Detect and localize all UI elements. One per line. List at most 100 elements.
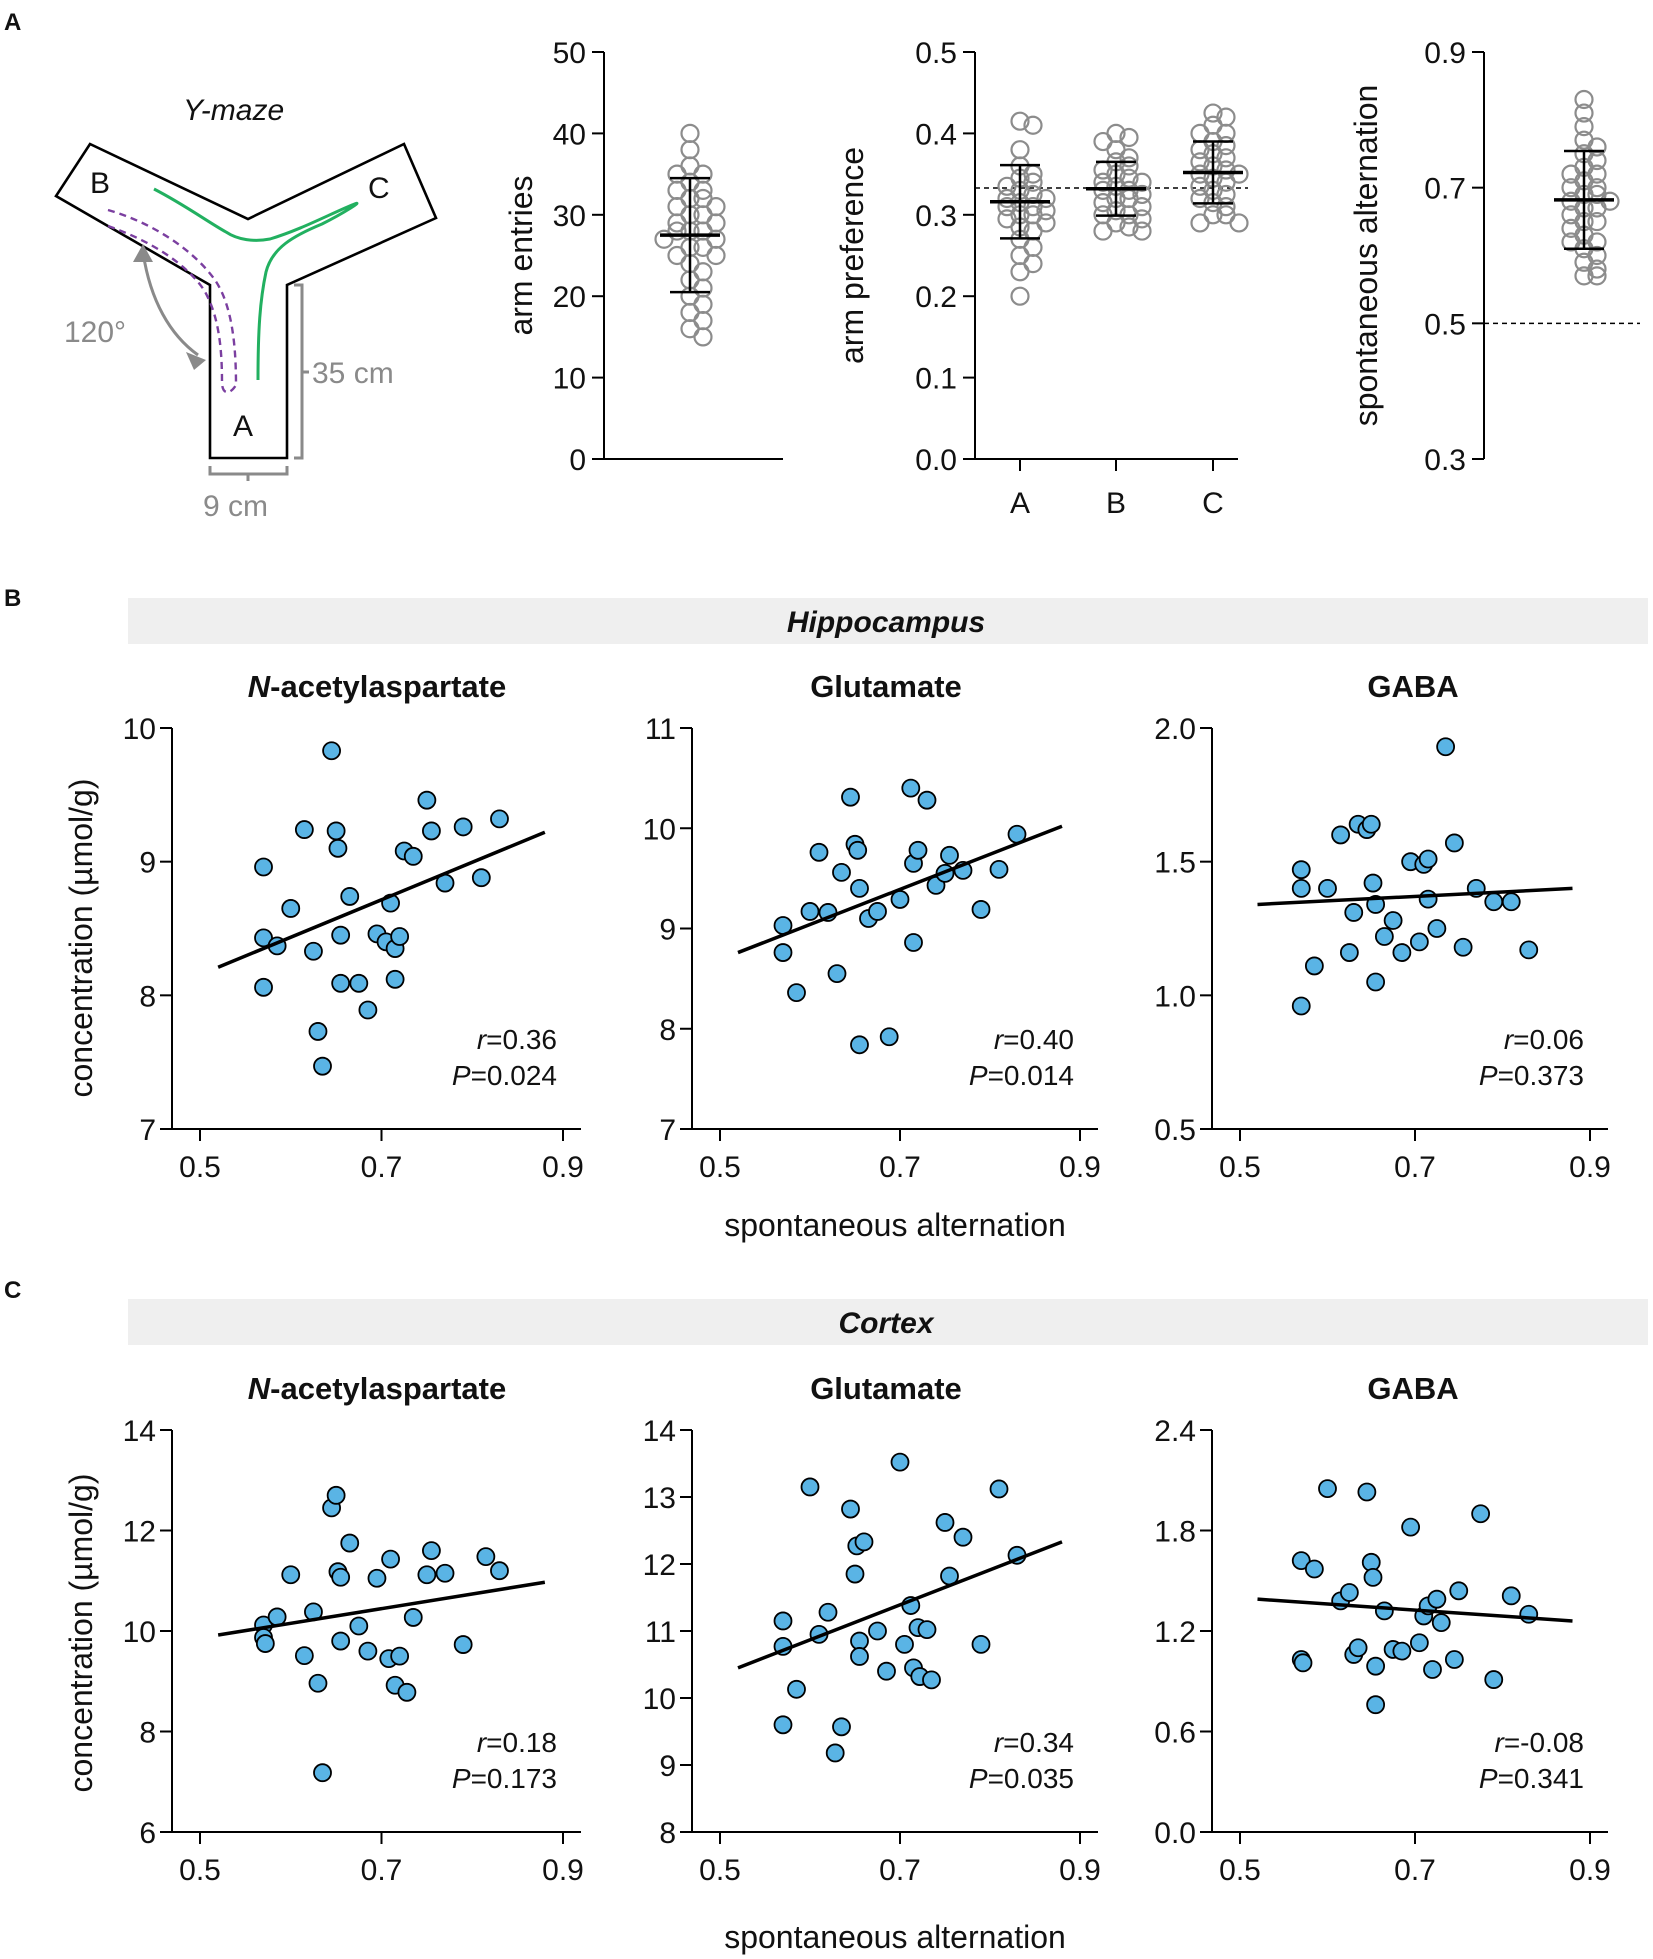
scatter3-ytick-label: 12 <box>123 1516 156 1549</box>
scatter4-point <box>895 1635 914 1654</box>
preference-A-point <box>1010 111 1030 131</box>
scatter3-ytick-label: 6 <box>139 1817 156 1850</box>
preference-B-point <box>1132 221 1152 241</box>
scatter1-point <box>879 1027 899 1047</box>
scatter5-point <box>1357 1482 1377 1502</box>
scatter2-point <box>1318 879 1337 898</box>
scatter0-p-symbol: P <box>452 1060 471 1091</box>
alternation-point <box>1574 117 1594 137</box>
preference-A-point <box>1023 237 1043 257</box>
scatter1-p-symbol: P <box>969 1060 988 1091</box>
scatter1-point <box>908 840 928 860</box>
scatter5-point <box>1401 1517 1421 1537</box>
scatter4-point <box>818 1602 838 1622</box>
scatter0-point <box>326 821 346 841</box>
scatter5-p-value: =0.341 <box>1498 1763 1584 1794</box>
scatter3-xtick-label: 0.9 <box>542 1854 584 1887</box>
scatter4-point <box>850 1631 869 1651</box>
scatter4-r-symbol: r <box>994 1727 1005 1758</box>
scatter0-point <box>331 973 351 993</box>
scatter5-r-symbol: r <box>1495 1727 1506 1758</box>
entries-ytick-label: 20 <box>553 281 586 314</box>
preference-A-point <box>1023 254 1043 274</box>
preference-ylabel: arm preference <box>834 147 870 364</box>
entries-point <box>667 245 687 266</box>
scatter3-point <box>397 1682 417 1702</box>
scatter0-point <box>422 821 441 841</box>
scatter1-point <box>773 943 793 962</box>
hippocampus-gaba-scatter: 0.51.01.52.00.5 0.7 0.9r=0.06P=0.373 <box>1154 713 1611 1184</box>
scatter1-ytick-label: 9 <box>659 914 676 947</box>
scatter1-point <box>940 845 959 865</box>
preference-C-point <box>1229 213 1249 233</box>
maze-path-green <box>153 187 359 381</box>
preference-A-point <box>1036 213 1056 233</box>
scatter3-xtick-label: 0.7 <box>361 1854 403 1887</box>
preference-B-point <box>1093 172 1113 192</box>
scatter4-point <box>825 1743 845 1763</box>
scatter3-point <box>453 1635 473 1654</box>
scatter4-point <box>854 1532 874 1552</box>
row2-gaba-title: GABA <box>1367 1371 1458 1406</box>
scatter2-point <box>1484 892 1504 912</box>
preference-A-point <box>1010 245 1030 266</box>
scatter4-point <box>917 1620 937 1640</box>
preference-B-point <box>1132 184 1152 205</box>
scatter2-point <box>1331 825 1351 845</box>
scatter0-point <box>328 838 348 858</box>
alternation-ytick-label: 0.5 <box>1424 308 1466 341</box>
scatter2-point <box>1363 873 1383 893</box>
scatter0-xtick-label: 0.5 <box>179 1151 221 1184</box>
scatter4-xtick-label: 0.5 <box>699 1854 741 1887</box>
scatter5-point <box>1409 1633 1429 1653</box>
entries-point <box>706 229 726 249</box>
scatter1-point <box>832 862 851 882</box>
scatter5-ytick-label: 2.4 <box>1154 1415 1196 1448</box>
preference-ytick-label: 0.5 <box>915 37 957 70</box>
scatter1-point <box>904 933 923 952</box>
entries-point <box>680 123 700 143</box>
entries-point <box>693 278 713 298</box>
preference-B-point <box>1119 148 1139 168</box>
entries-point <box>706 197 726 217</box>
entries-point <box>693 221 713 241</box>
scatter4-point <box>841 1499 860 1519</box>
scatter4-ytick-label: 9 <box>659 1750 676 1783</box>
scatter4-point <box>773 1715 793 1735</box>
preference-B-point <box>1093 221 1113 241</box>
alternation-ylabel: spontaneous alternation <box>1348 85 1384 427</box>
scatter5-r-stat: r=-0.08 <box>1495 1727 1585 1758</box>
alternation-point <box>1587 266 1607 286</box>
scatter0-r-stat: r=0.36 <box>477 1024 557 1055</box>
row1-naa-title: N-acetylaspartate <box>248 669 506 704</box>
scatter5-fit-line <box>1257 1597 1573 1623</box>
scatter2-r-symbol: r <box>1504 1024 1515 1055</box>
preference-ytick-label: 0.1 <box>915 363 957 396</box>
scatter5-point <box>1366 1656 1386 1676</box>
row2-naa-title: N-acetylaspartate <box>248 1371 506 1406</box>
preference-C-point <box>1203 115 1223 135</box>
scatter2-point <box>1409 932 1429 952</box>
scatter2-r-stat: r=0.06 <box>1504 1024 1584 1055</box>
scatter1-point <box>848 840 868 860</box>
scatter3-point <box>326 1485 346 1505</box>
scatter1-ytick-label: 8 <box>659 1014 676 1047</box>
scatter5-point <box>1427 1589 1447 1609</box>
scatter0-point <box>403 846 423 866</box>
scatter2-xtick-label: 0.7 <box>1394 1151 1436 1184</box>
scatter5-xtick-label: 0.9 <box>1569 1854 1611 1887</box>
entries-point <box>680 140 700 160</box>
preference-ytick-label: 0.3 <box>915 200 957 233</box>
scatter1-point <box>971 900 991 919</box>
scatter2-p-value: =0.373 <box>1498 1060 1584 1091</box>
scatter2-point <box>1291 879 1311 898</box>
alternation-ytick-label: 0.3 <box>1424 444 1466 477</box>
scatter0-point <box>304 941 323 961</box>
row1-xlabel: spontaneous alternation <box>724 1207 1066 1243</box>
entries-point <box>693 237 713 257</box>
entries-point <box>693 294 713 314</box>
scatter4-point <box>971 1635 991 1654</box>
